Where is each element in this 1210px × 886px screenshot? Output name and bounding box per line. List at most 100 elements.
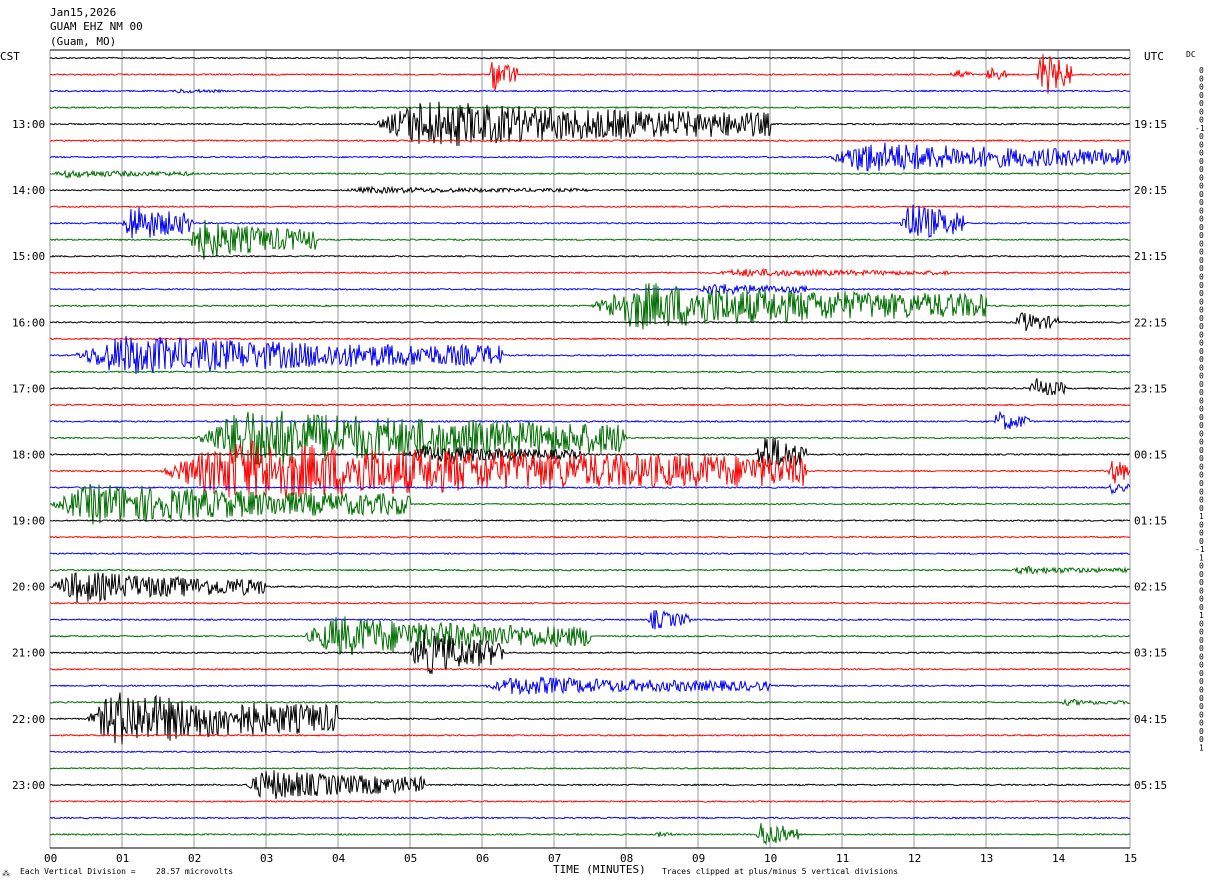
dc-offset: 0: [1199, 661, 1204, 670]
trace-row-46: [49, 816, 1131, 820]
dc-offset: 1: [1199, 553, 1204, 562]
trace-row-14: [49, 283, 1131, 296]
dc-offset: 0: [1199, 719, 1204, 728]
dc-offset: 0: [1199, 496, 1204, 505]
trace-row-2: [49, 88, 1130, 94]
x-tick-label: 03: [260, 852, 273, 865]
x-tick-label: 11: [836, 852, 849, 865]
trace-row-25: [49, 440, 1131, 499]
trace-row-42: [49, 750, 1130, 754]
dc-offset: 0: [1199, 149, 1204, 158]
trace-row-28: [50, 519, 1131, 523]
dc-offset: 0: [1199, 116, 1204, 125]
dc-offset: 0: [1199, 562, 1204, 571]
dc-offset: 0: [1199, 223, 1204, 232]
cst-label: 16:00: [12, 316, 45, 329]
dc-offset: 0: [1199, 66, 1204, 75]
dc-offset: 0: [1199, 231, 1204, 240]
x-tick-label: 01: [116, 852, 129, 865]
trace-row-27: [49, 483, 1131, 525]
dc-offset: 0: [1199, 595, 1204, 604]
dc-offset: 0: [1199, 405, 1204, 414]
dc-offset: 0: [1199, 479, 1204, 488]
dc-offset: 0: [1199, 372, 1204, 381]
dc-offset: 0: [1199, 686, 1204, 695]
dc-offset: 0: [1199, 355, 1204, 364]
trace-row-19: [49, 370, 1131, 374]
dc-offset: 0: [1199, 429, 1204, 438]
dc-offset: 0: [1199, 182, 1204, 191]
cst-time-labels: 13:00 14:00 15:00 16:00 17:00 18:00 19:00 20:00…: [12, 118, 45, 792]
dc-offset: 0: [1199, 710, 1204, 719]
utc-label: 02:15: [1134, 581, 1167, 594]
trace-row-12: [50, 254, 1131, 258]
trace-row-39: [49, 698, 1131, 707]
dc-offset: 0: [1199, 652, 1204, 661]
trace-row-15: [49, 283, 1131, 330]
x-tick-label: 05: [404, 852, 417, 865]
trace-row-8: [49, 185, 1130, 195]
utc-label: 00:15: [1134, 448, 1167, 461]
trace-row-4: [49, 101, 1131, 147]
dc-offset: 1: [1199, 611, 1204, 620]
x-tick-label: 15: [1124, 852, 1137, 865]
trace-row-23: [49, 410, 1131, 466]
cst-label: 13:00: [12, 118, 45, 131]
dc-offset: 0: [1199, 421, 1204, 430]
footer-scale-value: 28.57 microvolts: [156, 867, 233, 876]
x-tick-label: 14: [1052, 852, 1066, 865]
dc-offset: 0: [1199, 173, 1204, 182]
x-tick-label: 12: [908, 852, 921, 865]
dc-offset: 0: [1199, 586, 1204, 595]
dc-offset: 0: [1199, 281, 1204, 290]
utc-label: 01:15: [1134, 515, 1167, 528]
chart-subtitle: GUAM EHZ NM 00: [50, 20, 143, 33]
cst-label: 14:00: [12, 184, 45, 197]
dc-offset: 0: [1199, 363, 1204, 372]
trace-row-21: [49, 403, 1131, 407]
trace-row-40: [49, 692, 1131, 745]
cst-label: 21:00: [12, 647, 45, 660]
x-tick-label: 08: [620, 852, 633, 865]
dc-offset: 0: [1199, 520, 1204, 529]
trace-row-30: [49, 552, 1130, 556]
dc-offset: 0: [1199, 107, 1204, 116]
dc-offset: -1: [1195, 124, 1205, 133]
dc-offset: 0: [1199, 198, 1204, 207]
dc-offset: 0: [1199, 487, 1204, 496]
dc-offset: 0: [1199, 396, 1204, 405]
trace-row-17: [49, 337, 1131, 341]
x-tick-label: 13: [980, 852, 993, 865]
dc-offset: 0: [1199, 454, 1204, 463]
x-tick-label: 06: [476, 852, 489, 865]
dc-offset: 0: [1199, 273, 1204, 282]
trace-row-35: [49, 616, 1131, 656]
utc-label: 22:15: [1134, 316, 1167, 329]
footer-clip-note: Traces clipped at plus/minus 5 vertical …: [662, 867, 898, 876]
trace-row-32: [49, 572, 1131, 603]
dc-offset: 0: [1199, 165, 1204, 174]
cst-label: 18:00: [12, 448, 45, 461]
trace-row-1: [49, 54, 1131, 94]
dc-offset: 0: [1199, 644, 1204, 653]
dc-offset: 0: [1199, 504, 1204, 513]
trace-row-26: [49, 483, 1131, 496]
dc-offset: 0: [1199, 140, 1204, 149]
utc-label: 21:15: [1134, 250, 1167, 263]
dc-offset: 0: [1199, 239, 1204, 248]
x-tick-label: 07: [548, 852, 561, 865]
x-tick-label: 09: [692, 852, 705, 865]
dc-offset: 0: [1199, 132, 1204, 141]
trace-row-31: [49, 565, 1130, 576]
trace-row-20: [49, 378, 1131, 396]
dc-offset: 0: [1199, 529, 1204, 538]
trace-row-29: [49, 535, 1131, 539]
dc-offset: 0: [1199, 727, 1204, 736]
dc-offset: 0: [1199, 677, 1204, 686]
dc-column-label: DC: [1186, 50, 1196, 59]
dc-offset: 0: [1199, 256, 1204, 265]
dc-offset: 0: [1199, 322, 1204, 331]
dc-offset: 0: [1199, 603, 1204, 612]
dc-offset: 0: [1199, 438, 1204, 447]
